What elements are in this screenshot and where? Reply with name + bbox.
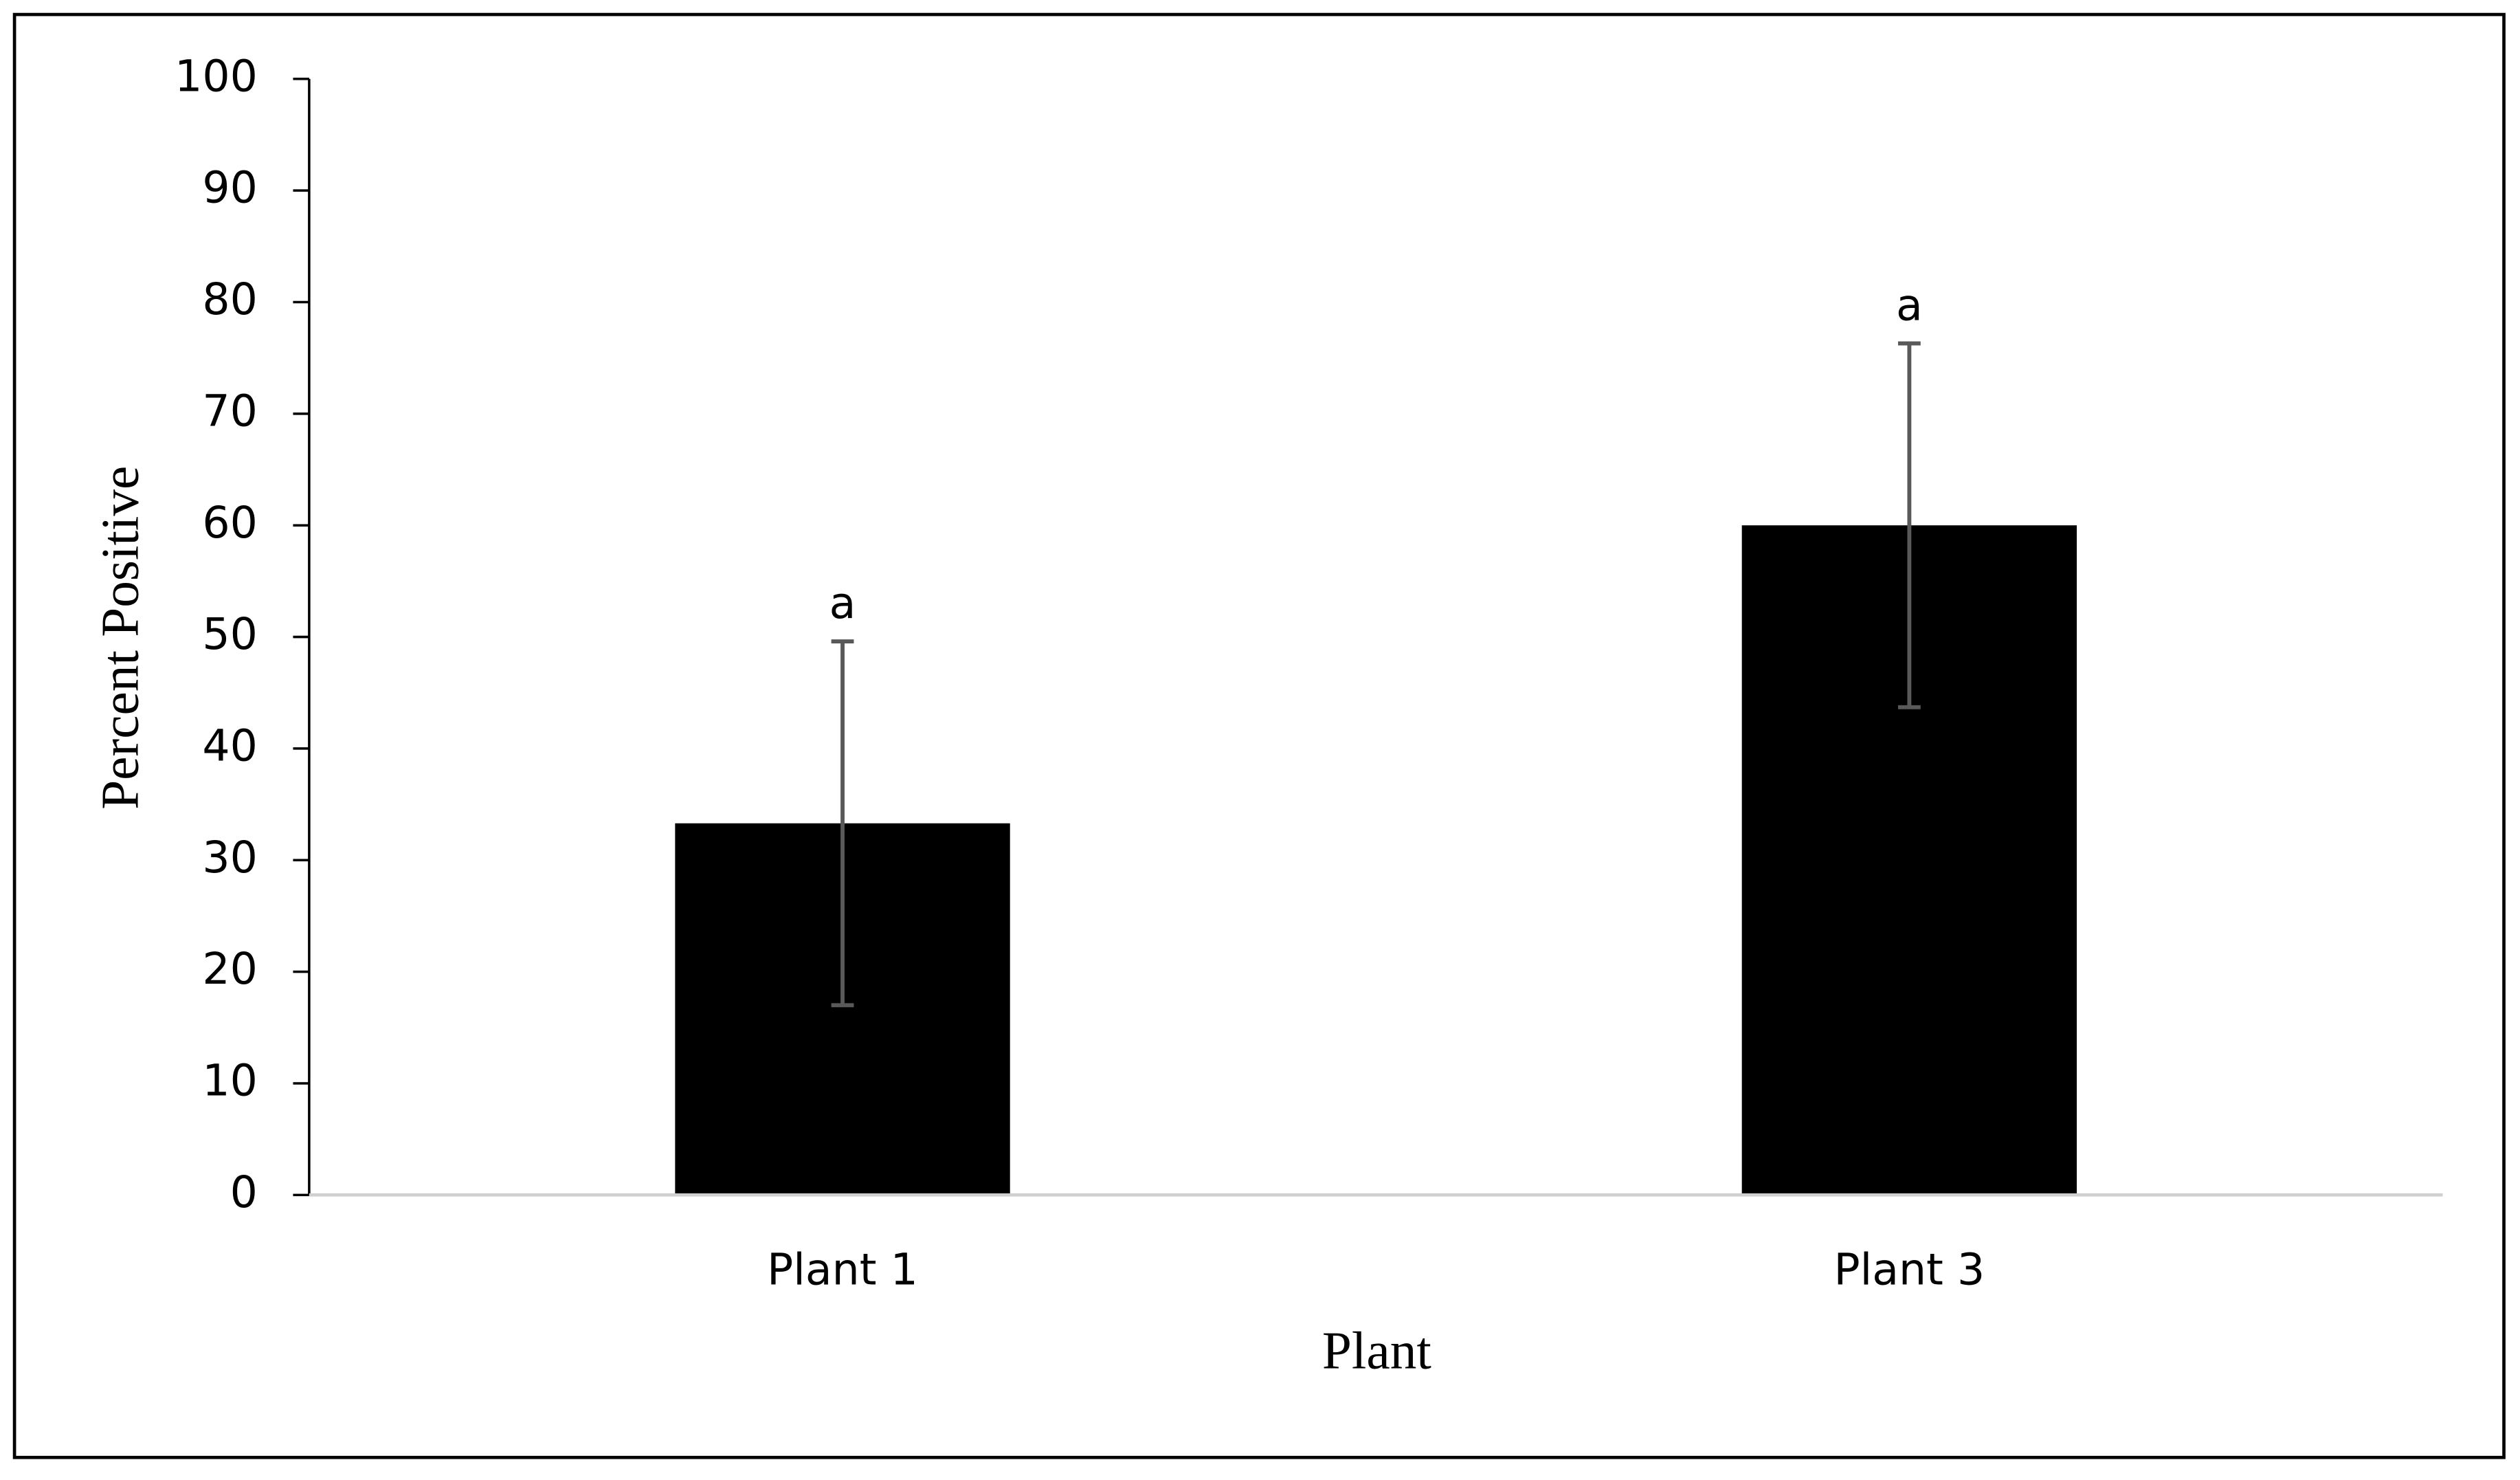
- y-tick-label: 70: [202, 385, 257, 436]
- y-tick-label: 100: [175, 50, 258, 101]
- x-tick-label: Plant 3: [1833, 1244, 1985, 1294]
- y-tick-label: 80: [202, 274, 257, 324]
- y-tick-label: 30: [202, 832, 257, 883]
- chart-border: [12, 12, 2506, 1459]
- annotation: a: [1896, 280, 1923, 331]
- x-axis-title: Plant: [1322, 1321, 1431, 1380]
- x-tick-label: Plant 1: [767, 1244, 918, 1294]
- y-tick-label: 0: [230, 1167, 258, 1217]
- error-bar: [831, 639, 854, 1008]
- y-tick-label: 60: [202, 497, 257, 548]
- y-axis-title: Percent Positive: [90, 466, 149, 810]
- error-bar: [1897, 341, 1921, 709]
- y-tick-label: 10: [202, 1055, 257, 1106]
- y-tick-label: 50: [202, 608, 257, 659]
- y-tick-label: 20: [202, 943, 257, 994]
- y-tick-label: 90: [202, 162, 257, 213]
- y-tick-label: 40: [202, 720, 257, 771]
- annotation: a: [829, 577, 856, 628]
